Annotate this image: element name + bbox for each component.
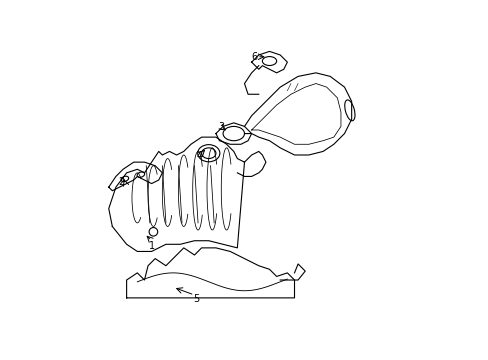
Text: 5: 5 — [193, 294, 199, 303]
Text: 6: 6 — [251, 52, 257, 62]
Text: 3: 3 — [218, 122, 224, 132]
Text: 2: 2 — [118, 177, 124, 187]
Ellipse shape — [344, 100, 354, 121]
Text: 4: 4 — [196, 151, 203, 161]
Text: 1: 1 — [148, 241, 154, 251]
